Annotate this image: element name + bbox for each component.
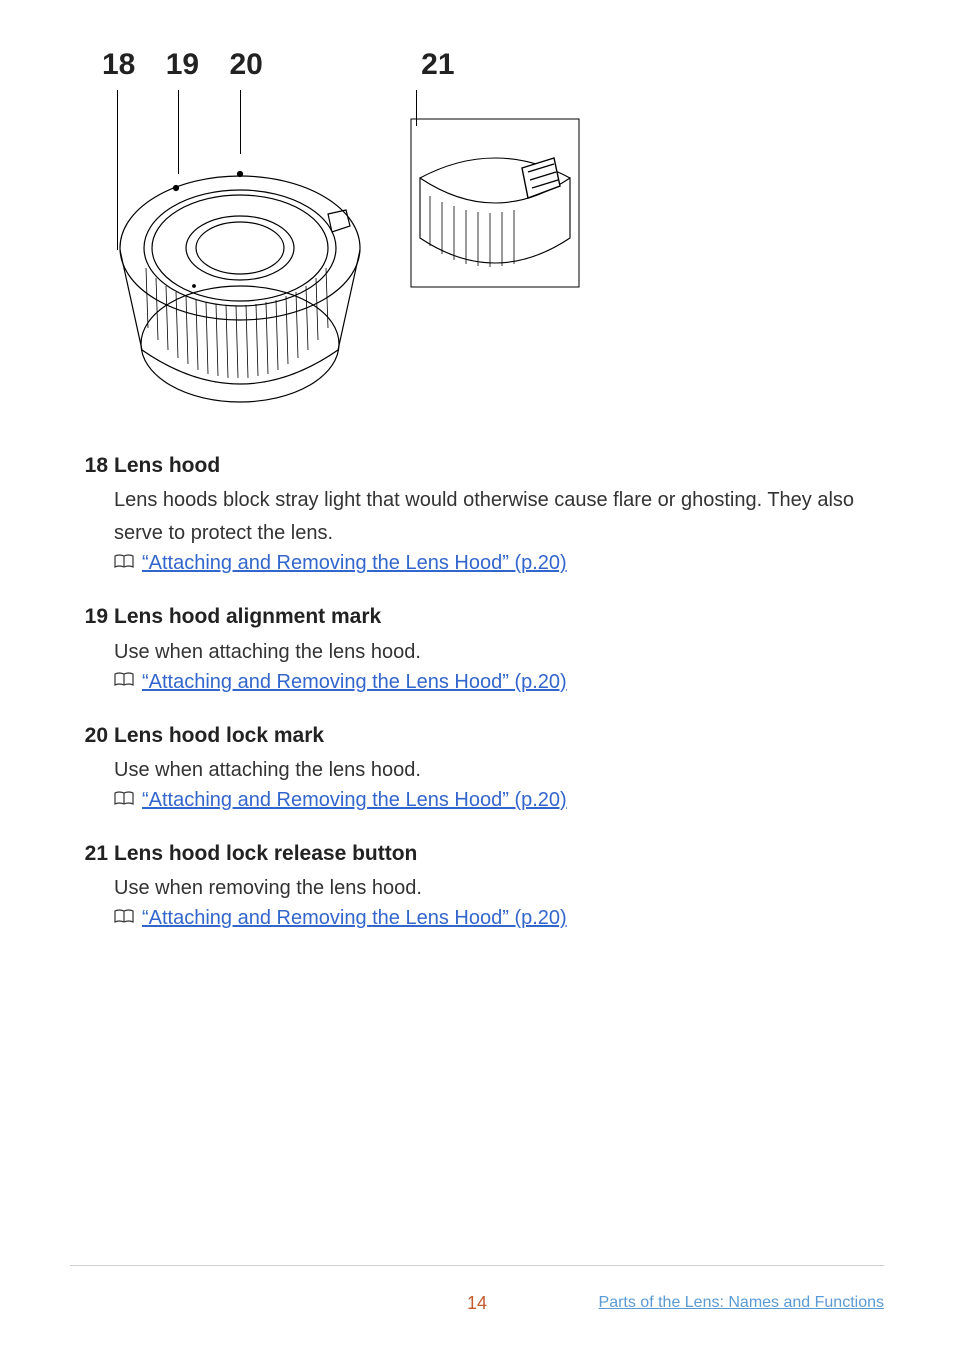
callout-labels: 18 19 20 21 [102, 48, 455, 82]
item-number: 21 [70, 840, 114, 868]
item-description: Use when removing the lens hood. [114, 872, 884, 905]
callout-21: 21 [421, 48, 454, 82]
item-number: 19 [70, 603, 114, 631]
reference-link[interactable]: “Attaching and Removing the Lens Hood” (… [142, 907, 567, 930]
book-icon [114, 672, 134, 692]
item-description: Lens hoods block stray light that would … [114, 484, 884, 550]
item-description: Use when attaching the lens hood. [114, 754, 884, 787]
item-number: 18 [70, 452, 114, 480]
book-icon [114, 791, 134, 811]
reference-link[interactable]: “Attaching and Removing the Lens Hood” (… [142, 552, 567, 575]
reference-link[interactable]: “Attaching and Removing the Lens Hood” (… [142, 789, 567, 812]
lens-diagram: 18 19 20 21 [70, 48, 884, 428]
book-icon [114, 554, 134, 574]
reference-link[interactable]: “Attaching and Removing the Lens Hood” (… [142, 671, 567, 694]
page: 18 19 20 21 [0, 0, 954, 1354]
item-title: Lens hood [114, 452, 884, 480]
item-title: Lens hood lock release button [114, 840, 884, 868]
lens-zoom-inset [410, 118, 580, 288]
footer-rule [70, 1265, 884, 1266]
item-description: Use when attaching the lens hood. [114, 636, 884, 669]
list-item: 20 Lens hood lock mark Use when attachin… [70, 722, 884, 812]
callout-20: 20 [229, 48, 262, 82]
callout-18: 18 [102, 48, 135, 82]
book-icon [114, 909, 134, 929]
page-footer: 14 Parts of the Lens: Names and Function… [70, 1294, 884, 1312]
callout-19: 19 [166, 48, 199, 82]
list-item: 21 Lens hood lock release button Use whe… [70, 840, 884, 930]
item-number: 20 [70, 722, 114, 750]
list-item: 18 Lens hood Lens hoods block stray ligh… [70, 452, 884, 575]
section-link[interactable]: Parts of the Lens: Names and Functions [599, 1294, 884, 1312]
parts-list: 18 Lens hood Lens hoods block stray ligh… [70, 452, 884, 930]
list-item: 19 Lens hood alignment mark Use when att… [70, 603, 884, 693]
item-title: Lens hood lock mark [114, 722, 884, 750]
item-title: Lens hood alignment mark [114, 603, 884, 631]
lens-illustration [100, 118, 370, 408]
page-number: 14 [467, 1293, 487, 1314]
